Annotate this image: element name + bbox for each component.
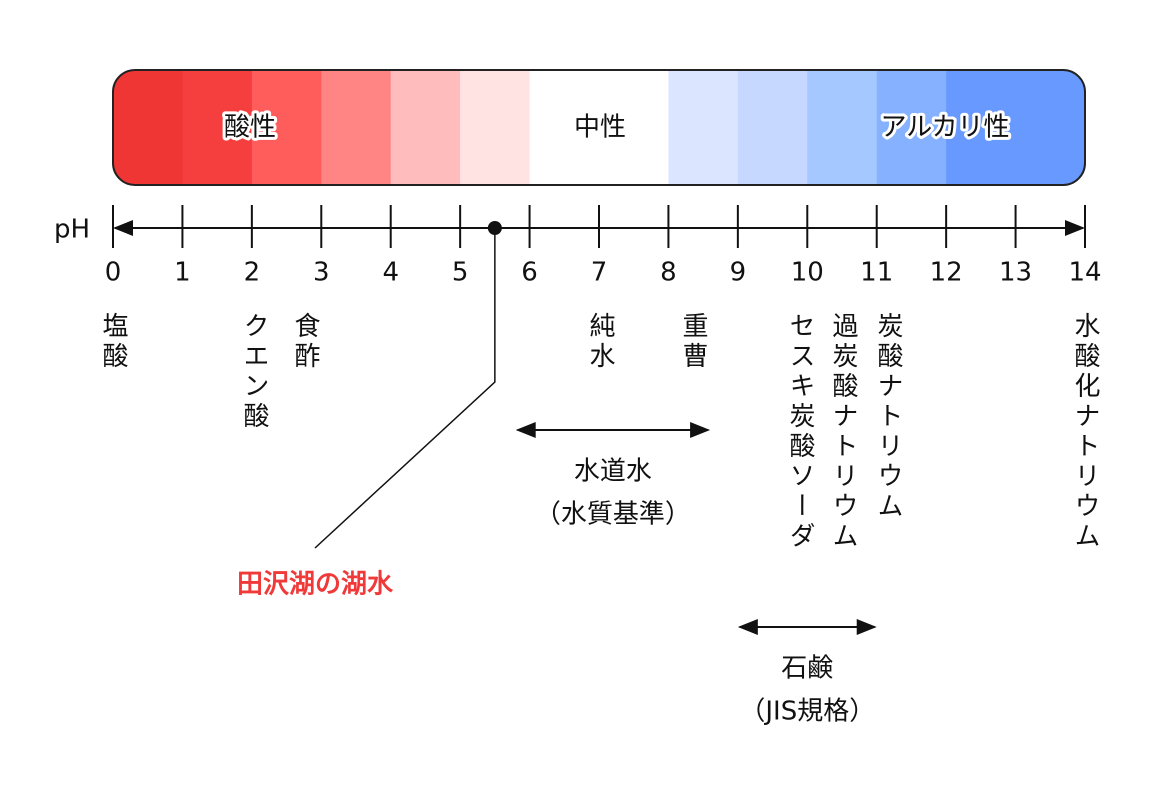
range-label: （JIS規格） [739,697,875,727]
zone-label: 酸性 [224,113,276,143]
substance-label: 過炭酸ナトリウム [828,312,858,552]
marker-dot [487,221,502,235]
substance-label: 重曹 [678,312,708,372]
bar-segment [321,70,392,185]
range-label: （水質基準） [535,500,691,530]
bar-segment [113,70,184,185]
marker-leader [314,228,496,549]
tick-label: 11 [860,258,893,288]
bar-segment [1015,70,1085,185]
tick-label: 10 [791,258,824,288]
tick-label: 2 [244,258,261,288]
bar-segment [182,70,253,185]
zone-label: アルカリ性 [881,113,1010,143]
tick-label: 12 [930,258,963,288]
axis-label: pH [54,215,90,245]
tick-label: 7 [591,258,608,288]
bar-segment [737,70,809,185]
bar-segment [876,70,948,185]
tick-label: 8 [660,258,677,288]
range-label: 水道水 [574,457,652,487]
tick-label: 9 [730,258,747,288]
substance-label: クエン酸 [239,312,269,432]
substance-label: 食酢 [290,312,320,372]
substance-label: セスキ炭酸ソーダ [785,312,815,552]
bar-segment [251,70,323,185]
tick-label: 6 [521,258,538,288]
substance-label: 純水 [585,312,615,372]
bar-segment [946,70,1017,185]
bar-segment [668,70,739,185]
tick-label: 4 [382,258,399,288]
tick-label: 13 [999,258,1032,288]
bar-segment [460,70,531,185]
substance-label: 炭酸ナトリウム [873,312,903,522]
zone-label: 中性 [574,113,626,143]
substance-label: 塩酸 [98,312,128,372]
marker-label: 田沢湖の湖水 [237,570,394,600]
tick-label: 1 [174,258,191,288]
bar-outline [112,69,1086,186]
substance-label: 水酸化ナトリウム [1070,312,1100,552]
tick-label: 14 [1068,258,1101,288]
ph-color-bar [113,70,1085,185]
tick-label: 0 [105,258,122,288]
tick-label: 5 [452,258,469,288]
tick-label: 3 [313,258,330,288]
bar-segment [599,70,670,185]
bar-segment [390,70,462,185]
bar-segment [807,70,878,185]
range-label: 石鹸 [781,654,833,684]
bar-segment [529,70,600,185]
